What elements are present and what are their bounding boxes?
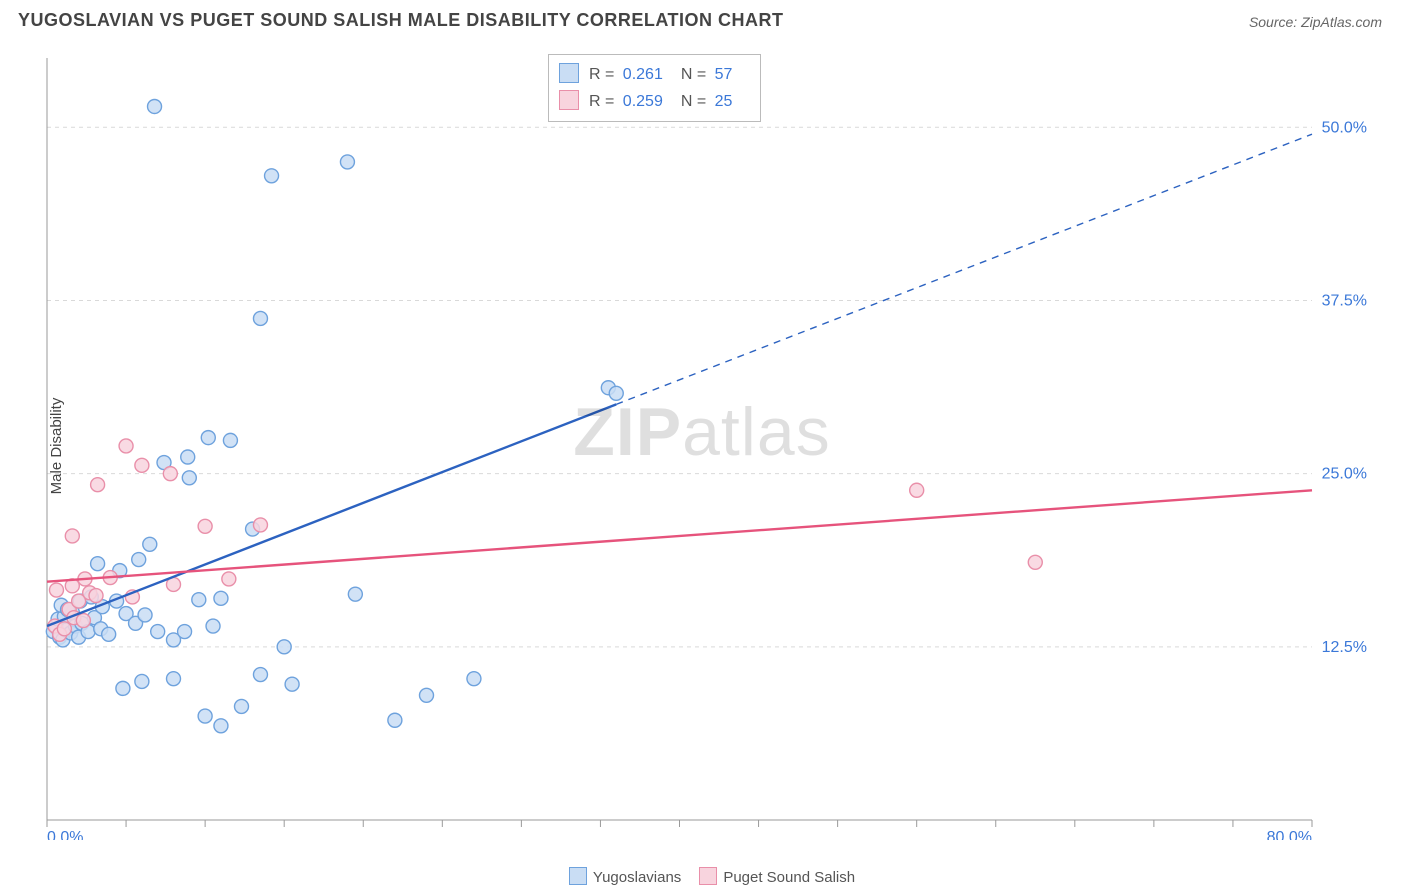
data-point xyxy=(148,99,162,113)
data-point xyxy=(119,439,133,453)
data-point xyxy=(253,668,267,682)
plot-area: 12.5%25.0%37.5%50.0%0.0%80.0% ZIPatlas R… xyxy=(42,50,1396,852)
legend-row: R = 0.259 N = 25 xyxy=(559,88,750,115)
data-point xyxy=(467,672,481,686)
legend-n-label: N = xyxy=(681,93,711,110)
data-point xyxy=(151,625,165,639)
legend-n-label: N = xyxy=(681,66,711,83)
y-tick-label: 12.5% xyxy=(1322,639,1367,656)
legend-r-label: R = xyxy=(589,93,619,110)
data-point xyxy=(49,583,63,597)
legend-r-label: R = xyxy=(589,66,619,83)
legend-label: Puget Sound Salish xyxy=(723,869,855,886)
data-point xyxy=(348,587,362,601)
data-point xyxy=(214,719,228,733)
data-point xyxy=(167,672,181,686)
legend-n-value: 57 xyxy=(715,66,733,83)
y-tick-label: 25.0% xyxy=(1322,466,1367,483)
legend-swatch xyxy=(559,90,579,110)
data-point xyxy=(234,699,248,713)
data-point xyxy=(116,681,130,695)
chart-title: YUGOSLAVIAN VS PUGET SOUND SALISH MALE D… xyxy=(18,10,784,30)
data-point xyxy=(201,431,215,445)
trend-line xyxy=(47,490,1312,581)
scatter-chart: 12.5% 25.0% 37.5% 50.0% 0.0% 80.0% xyxy=(42,50,1382,840)
data-point xyxy=(65,529,79,543)
data-point xyxy=(138,608,152,622)
data-point xyxy=(214,591,228,605)
data-point xyxy=(910,483,924,497)
data-point xyxy=(222,572,236,586)
data-point xyxy=(198,709,212,723)
series-legend: Yugoslavians Puget Sound Salish xyxy=(0,867,1406,886)
data-point xyxy=(192,593,206,607)
legend-r-value: 0.259 xyxy=(623,93,663,110)
trend-line xyxy=(47,404,616,626)
data-point xyxy=(420,688,434,702)
data-point xyxy=(206,619,220,633)
legend-label: Yugoslavians xyxy=(593,869,681,886)
data-point xyxy=(178,625,192,639)
data-point xyxy=(285,677,299,691)
data-point xyxy=(182,471,196,485)
source-label: Source: ZipAtlas.com xyxy=(1249,14,1382,30)
data-point xyxy=(76,613,90,627)
data-point xyxy=(135,674,149,688)
data-point xyxy=(609,386,623,400)
correlation-legend: R = 0.261 N = 57 R = 0.259 N = 25 xyxy=(548,54,761,122)
data-point xyxy=(132,553,146,567)
data-point xyxy=(143,537,157,551)
data-point xyxy=(340,155,354,169)
data-point xyxy=(89,589,103,603)
x-tick-label: 80.0% xyxy=(1267,829,1312,840)
data-point xyxy=(1028,555,1042,569)
data-point xyxy=(135,458,149,472)
data-point xyxy=(265,169,279,183)
trend-line-dashed xyxy=(616,134,1312,404)
legend-swatch xyxy=(699,867,717,885)
y-tick-label: 50.0% xyxy=(1322,119,1367,136)
y-tick-label: 37.5% xyxy=(1322,292,1367,309)
data-point xyxy=(181,450,195,464)
data-point xyxy=(253,518,267,532)
legend-swatch xyxy=(559,63,579,83)
data-point xyxy=(102,627,116,641)
data-point xyxy=(388,713,402,727)
legend-swatch xyxy=(569,867,587,885)
legend-r-value: 0.261 xyxy=(623,66,663,83)
data-point xyxy=(277,640,291,654)
data-point xyxy=(91,478,105,492)
data-point xyxy=(198,519,212,533)
data-point xyxy=(163,467,177,481)
legend-n-value: 25 xyxy=(715,93,733,110)
x-tick-label: 0.0% xyxy=(47,829,83,840)
legend-row: R = 0.261 N = 57 xyxy=(559,61,750,88)
data-point xyxy=(253,311,267,325)
data-point xyxy=(223,433,237,447)
data-point xyxy=(91,557,105,571)
